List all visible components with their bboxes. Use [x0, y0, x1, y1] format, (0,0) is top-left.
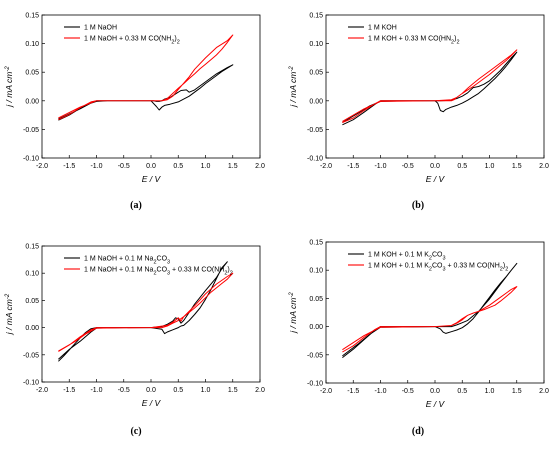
y-axis-label: j / mA cm-2 — [4, 293, 14, 335]
x-axis-label: E / V — [142, 174, 162, 184]
chart-panel-c: -2.0 -1.5 -1.0 -0.5 0.0 0.5 1.0 1.5 2.0 -0.10 -0.0… — [4, 244, 265, 438]
legend-entry: 1 M KOH — [368, 25, 397, 32]
x-tick-label: 1.5 — [228, 163, 238, 170]
x-tick-label: -0.5 — [402, 163, 414, 170]
x-tick-label: 0.5 — [173, 163, 183, 170]
y-tick-label: -0.10 — [23, 380, 39, 387]
chart-panel-d: -2.0 -1.5 -1.0 -0.5 0.0 0.5 1.0 1.5 2.0 -0.10 -0.0… — [288, 240, 549, 438]
y-tick-label: -0.10 — [307, 156, 323, 163]
legend-entry: 1 M KOH + 0.1 M K2CO3 + 0.33 M CO(NH2)2 — [368, 263, 508, 273]
x-tick-label: -1.0 — [374, 163, 386, 170]
x-tick-label: 1.0 — [201, 387, 211, 394]
y-tick-label: 0.05 — [25, 70, 39, 77]
series-line-1 — [58, 64, 234, 121]
x-tick-label: -2.0 — [320, 163, 332, 170]
legend-entry: 1 M KOH + 0.1 M K2CO3 — [368, 252, 446, 262]
legend-entry: 1 M NaOH — [84, 25, 117, 32]
y-tick-label: -0.05 — [307, 352, 323, 359]
y-tick-label: 0.15 — [25, 244, 39, 251]
x-tick-label: -2.0 — [36, 163, 48, 170]
y-tick-label: 0.05 — [25, 298, 39, 305]
x-tick-label: -0.5 — [118, 163, 130, 170]
x-tick-label: -2.0 — [36, 387, 48, 394]
chart-panel-a: -2.0 -1.5 -1.0 -0.5 0.0 0.5 1.0 1.5 2.0 -0.10 -0.0… — [4, 13, 265, 212]
x-tick-label: 2.0 — [539, 163, 549, 170]
y-tick-label: 0.10 — [309, 41, 323, 48]
x-tick-label: -1.0 — [90, 387, 102, 394]
x-tick-label: 1.5 — [512, 388, 522, 395]
x-tick-label: -1.5 — [63, 163, 75, 170]
x-tick-label: 0.5 — [173, 387, 183, 394]
y-tick-label: 0.05 — [309, 296, 323, 303]
x-tick-label: 0.5 — [457, 388, 467, 395]
panel-caption: (c) — [130, 426, 141, 437]
y-axis-label: j / mA cm-2 — [4, 66, 14, 108]
panel-caption: (d) — [412, 426, 424, 437]
x-tick-label: -1.0 — [374, 388, 386, 395]
x-tick-label: 2.0 — [255, 163, 265, 170]
series-line-1 — [342, 51, 518, 126]
legend-entry: 1 M NaOH + 0.1 M Na2CO3 + 0.33 M CO(NH2)… — [84, 267, 233, 277]
panel-caption: (b) — [412, 200, 424, 211]
chart-panel-b: -2.0 -1.5 -1.0 -0.5 0.0 0.5 1.0 1.5 2.0 -0.10 -0.0… — [288, 13, 549, 212]
y-tick-label: 0.00 — [309, 324, 323, 331]
y-tick-label: 0.10 — [25, 271, 39, 278]
y-axis-label: j / mA cm-2 — [288, 292, 298, 334]
legend-entry: 1 M NaOH + 0.33 M CO(NH2)2 — [84, 36, 180, 46]
x-tick-label: -2.0 — [320, 388, 332, 395]
x-tick-label: 1.0 — [201, 163, 211, 170]
x-tick-label: 1.5 — [512, 163, 522, 170]
y-tick-label: -0.05 — [307, 127, 323, 134]
series-line-1 — [342, 262, 518, 358]
y-tick-label: -0.10 — [23, 156, 39, 163]
y-tick-label: 0.05 — [309, 70, 323, 77]
x-tick-label: -0.5 — [402, 388, 414, 395]
x-tick-label: 1.0 — [485, 163, 495, 170]
x-tick-label: 0.0 — [146, 163, 156, 170]
x-tick-label: -1.0 — [90, 163, 102, 170]
x-tick-label: 0.0 — [430, 163, 440, 170]
y-tick-label: 0.10 — [309, 268, 323, 275]
x-axis-label: E / V — [426, 399, 446, 409]
x-tick-label: 1.0 — [485, 388, 495, 395]
y-tick-label: 0.15 — [309, 240, 323, 247]
y-tick-label: 0.00 — [25, 325, 39, 332]
y-tick-label: -0.05 — [23, 352, 39, 359]
x-tick-label: 2.0 — [255, 387, 265, 394]
series-line-2 — [58, 272, 234, 352]
x-tick-label: -1.5 — [347, 388, 359, 395]
panel-caption: (a) — [130, 200, 142, 211]
legend-entry: 1 M NaOH + 0.1 M Na2CO3 — [84, 256, 170, 266]
x-tick-label: -1.5 — [347, 163, 359, 170]
series-line-2 — [342, 49, 518, 123]
y-tick-label: 0.15 — [309, 13, 323, 20]
x-axis-label: E / V — [426, 174, 446, 184]
y-tick-label: -0.05 — [23, 127, 39, 134]
x-tick-label: -1.5 — [63, 387, 75, 394]
x-tick-label: 0.5 — [457, 163, 467, 170]
y-axis-label: j / mA cm-2 — [288, 66, 298, 108]
x-tick-label: -0.5 — [118, 387, 130, 394]
y-tick-label: 0.00 — [25, 98, 39, 105]
series-line-1 — [58, 261, 228, 362]
x-tick-label: 2.0 — [539, 388, 549, 395]
x-axis-label: E / V — [142, 398, 162, 408]
series-line-2 — [342, 286, 518, 353]
series-line-2 — [58, 34, 234, 121]
y-tick-label: 0.10 — [25, 41, 39, 48]
x-tick-label: 0.0 — [146, 387, 156, 394]
x-tick-label: 1.5 — [228, 387, 238, 394]
y-tick-label: -0.10 — [307, 381, 323, 388]
x-tick-label: 0.0 — [430, 388, 440, 395]
y-tick-label: 0.15 — [25, 13, 39, 20]
legend-entry: 1 M KOH + 0.33 M CO(HN2)2 — [368, 36, 460, 46]
y-tick-label: 0.00 — [309, 98, 323, 105]
